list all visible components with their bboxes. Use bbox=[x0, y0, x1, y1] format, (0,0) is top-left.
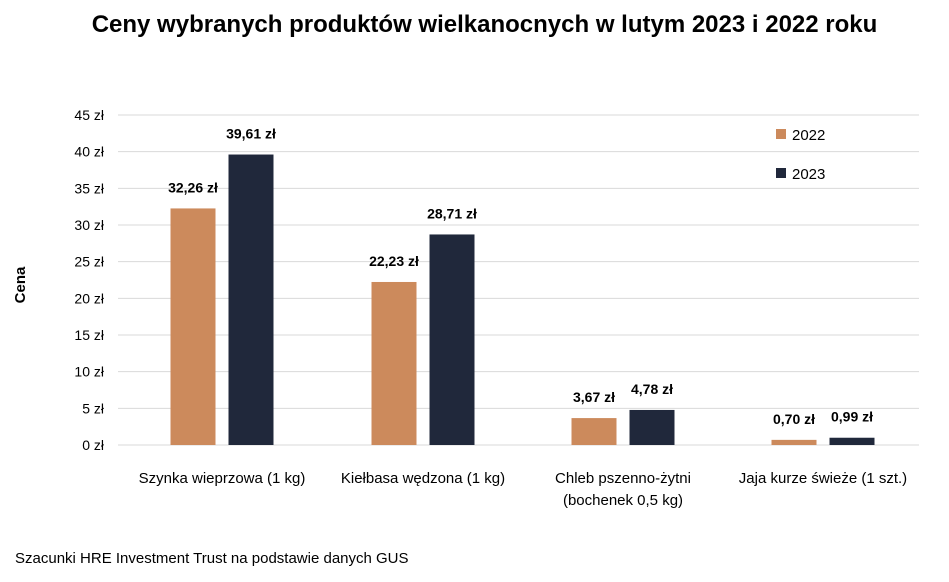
y-tick-label: 20 zł bbox=[74, 290, 104, 306]
bar-2022-1 bbox=[371, 281, 417, 445]
y-axis-ticks: 0 zł 5 zł 10 zł 15 zł 20 zł 25 zł 30 zł 35 zł 40… bbox=[74, 107, 104, 453]
data-label: 28,71 zł bbox=[427, 205, 477, 221]
bar-2022-2 bbox=[571, 418, 617, 445]
legend-swatch-2023 bbox=[776, 168, 786, 178]
source-note: Szacunki HRE Investment Trust na podstaw… bbox=[15, 550, 409, 567]
data-label: 22,23 zł bbox=[369, 253, 419, 269]
legend-label-2023: 2023 bbox=[792, 166, 825, 183]
y-tick-label: 10 zł bbox=[74, 364, 104, 380]
chart-title: Ceny wybranych produktów wielkanocnych w… bbox=[91, 11, 878, 38]
data-label: 39,61 zł bbox=[226, 126, 276, 142]
data-label: 0,70 zł bbox=[773, 411, 815, 427]
bar-2023-0 bbox=[228, 154, 274, 445]
x-axis-categories: Szynka wieprzowa (1 kg) Kiełbasa wędzona … bbox=[139, 470, 908, 509]
y-tick-label: 15 zł bbox=[74, 327, 104, 343]
bar-2023-3 bbox=[829, 437, 875, 445]
data-label: 0,99 zł bbox=[831, 409, 873, 425]
y-tick-label: 35 zł bbox=[74, 180, 104, 196]
bar-2023-2 bbox=[629, 409, 675, 445]
y-tick-label: 30 zł bbox=[74, 217, 104, 233]
bars bbox=[170, 154, 875, 445]
legend: 2022 2023 bbox=[776, 127, 825, 183]
x-category-label: Kiełbasa wędzona (1 kg) bbox=[341, 470, 505, 487]
bar-2022-0 bbox=[170, 208, 216, 445]
data-label: 3,67 zł bbox=[573, 389, 615, 405]
y-tick-label: 0 zł bbox=[82, 437, 105, 453]
bar-2022-3 bbox=[771, 439, 817, 445]
legend-label-2022: 2022 bbox=[792, 127, 825, 144]
bar-chart: 0 zł 5 zł 10 zł 15 zł 20 zł 25 zł 30 zł 35 zł 40… bbox=[12, 107, 919, 509]
x-category-label: Szynka wieprzowa (1 kg) bbox=[139, 470, 306, 487]
y-tick-label: 25 zł bbox=[74, 254, 104, 270]
x-category-label: Jaja kurze świeże (1 szt.) bbox=[739, 470, 907, 487]
x-category-label: Chleb pszenno-żytni (bochenek 0,5 kg) bbox=[555, 470, 691, 509]
y-axis-label: Cena bbox=[12, 266, 29, 303]
y-tick-label: 40 zł bbox=[74, 144, 104, 160]
bar-2023-1 bbox=[429, 234, 475, 445]
y-tick-label: 45 zł bbox=[74, 107, 104, 123]
data-label: 32,26 zł bbox=[168, 179, 218, 195]
data-label: 4,78 zł bbox=[631, 381, 673, 397]
legend-swatch-2022 bbox=[776, 129, 786, 139]
data-labels: 32,26 zł 22,23 zł 3,67 zł 0,70 zł 39,61 zł 28… bbox=[168, 126, 873, 427]
y-tick-label: 5 zł bbox=[82, 400, 105, 416]
